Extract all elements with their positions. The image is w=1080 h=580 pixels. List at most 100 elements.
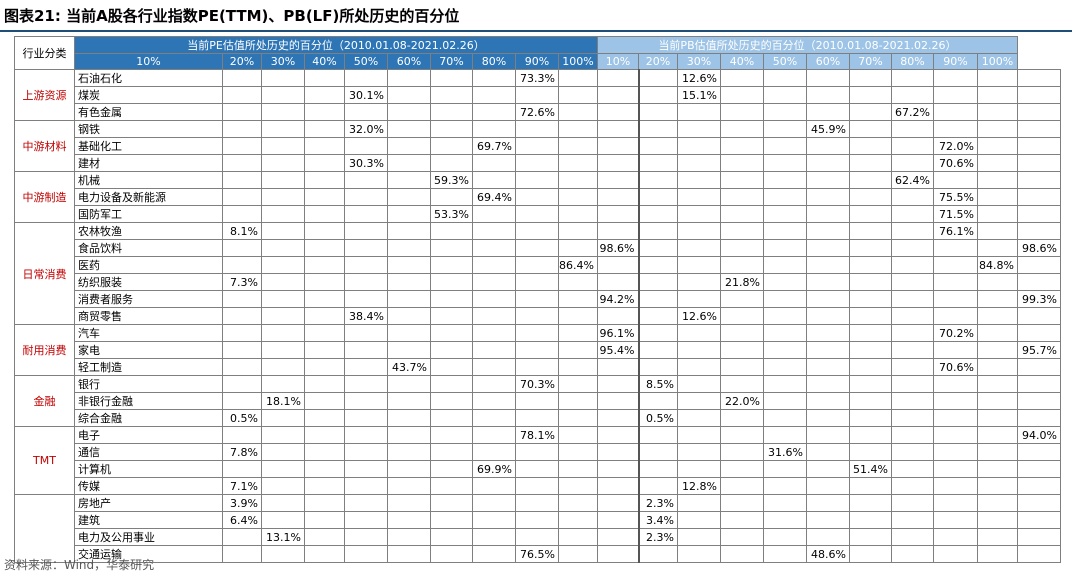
empty-cell (387, 392, 431, 410)
empty-cell (849, 443, 892, 461)
empty-cell (430, 358, 473, 376)
empty-cell (891, 256, 934, 274)
pb-bucket-header: 100% (977, 53, 1018, 70)
empty-cell (720, 375, 764, 393)
empty-cell (1017, 120, 1061, 138)
pe-percentile-value: 8.1% (222, 222, 262, 240)
empty-cell (806, 443, 850, 461)
empty-cell (638, 545, 678, 563)
table-row: 商贸零售 38.4% 12.6% (15, 307, 1061, 325)
empty-cell (763, 256, 807, 274)
pb-percentile-value: 12.6% (677, 69, 721, 87)
pb-percentile-value: 76.1% (933, 222, 978, 240)
empty-cell (222, 137, 262, 155)
empty-cell (515, 171, 559, 189)
empty-cell (344, 375, 388, 393)
empty-cell (304, 205, 345, 223)
empty-cell (304, 341, 345, 359)
empty-cell (222, 375, 262, 393)
empty-cell (387, 324, 431, 342)
empty-cell (720, 188, 764, 206)
empty-cell (891, 307, 934, 325)
empty-cell (304, 103, 345, 121)
empty-cell (933, 443, 978, 461)
empty-cell (763, 341, 807, 359)
empty-cell (261, 86, 305, 104)
empty-cell (891, 443, 934, 461)
empty-cell (763, 494, 807, 512)
empty-cell (638, 256, 678, 274)
empty-cell (677, 222, 721, 240)
empty-cell (1017, 392, 1061, 410)
empty-cell (977, 494, 1018, 512)
empty-cell (806, 205, 850, 223)
pb-percentile-value: 99.3% (1017, 290, 1061, 308)
empty-cell (597, 409, 640, 427)
pb-percentile-value: 70.2% (933, 324, 978, 342)
empty-cell (763, 188, 807, 206)
empty-cell (977, 86, 1018, 104)
table-row: 消费者服务 94.2% 99.3% (15, 290, 1061, 308)
empty-cell (430, 375, 473, 393)
empty-cell (1017, 256, 1061, 274)
pe-percentile-value: 69.9% (472, 460, 516, 478)
pe-percentile-value: 69.4% (472, 188, 516, 206)
pe-bucket-header: 60% (387, 53, 431, 70)
empty-cell (1017, 494, 1061, 512)
empty-cell (472, 69, 516, 87)
empty-cell (1017, 69, 1061, 87)
empty-cell (472, 239, 516, 257)
empty-cell (763, 120, 807, 138)
pe-percentile-value: 7.8% (222, 443, 262, 461)
empty-cell (515, 188, 559, 206)
table-row: 中游材料 钢铁 32.0% 45.9% (14, 120, 1061, 172)
category-header: 行业分类 (14, 36, 75, 70)
empty-cell (677, 494, 721, 512)
group-label: 日常消费 (14, 222, 75, 325)
empty-cell (720, 69, 764, 87)
pe-bucket-header: 10% (74, 53, 223, 70)
empty-cell (387, 426, 431, 444)
empty-cell (977, 375, 1018, 393)
empty-cell (891, 188, 934, 206)
empty-cell (933, 256, 978, 274)
empty-cell (558, 341, 598, 359)
empty-cell (933, 460, 978, 478)
table-row: 建筑 6.4% 3.4% (15, 511, 1061, 529)
group-label: TMT (14, 426, 75, 495)
empty-cell (387, 86, 431, 104)
empty-cell (515, 290, 559, 308)
pe-percentile-value: 7.3% (222, 273, 262, 291)
industry-name: 家电 (74, 341, 223, 359)
empty-cell (222, 86, 262, 104)
pe-bucket-header: 80% (472, 53, 516, 70)
empty-cell (558, 86, 598, 104)
pb-percentile-value: 2.3% (638, 528, 678, 546)
empty-cell (472, 392, 516, 410)
empty-cell (806, 103, 850, 121)
empty-cell (763, 392, 807, 410)
empty-cell (515, 154, 559, 172)
empty-cell (763, 511, 807, 529)
group-label: 中游制造 (14, 171, 75, 223)
empty-cell (430, 545, 473, 563)
empty-cell (430, 69, 473, 87)
pb-percentile-value: 21.8% (720, 273, 764, 291)
empty-cell (763, 205, 807, 223)
empty-cell (261, 137, 305, 155)
empty-cell (387, 103, 431, 121)
table-row: 煤炭 30.1% 15.1% (15, 86, 1061, 104)
empty-cell (720, 494, 764, 512)
empty-cell (933, 86, 978, 104)
industry-name: 非银行金融 (74, 392, 223, 410)
empty-cell (222, 392, 262, 410)
table-row: 交通运输 76.5% 48.6% (15, 545, 1061, 563)
pe-percentile-value: 72.6% (515, 103, 559, 121)
empty-cell (891, 324, 934, 342)
industry-name: 建材 (74, 154, 223, 172)
empty-cell (558, 154, 598, 172)
table-row: 有色金属 72.6% 67.2% (15, 103, 1061, 121)
empty-cell (344, 443, 388, 461)
empty-cell (677, 188, 721, 206)
pe-percentile-value: 38.4% (344, 307, 388, 325)
